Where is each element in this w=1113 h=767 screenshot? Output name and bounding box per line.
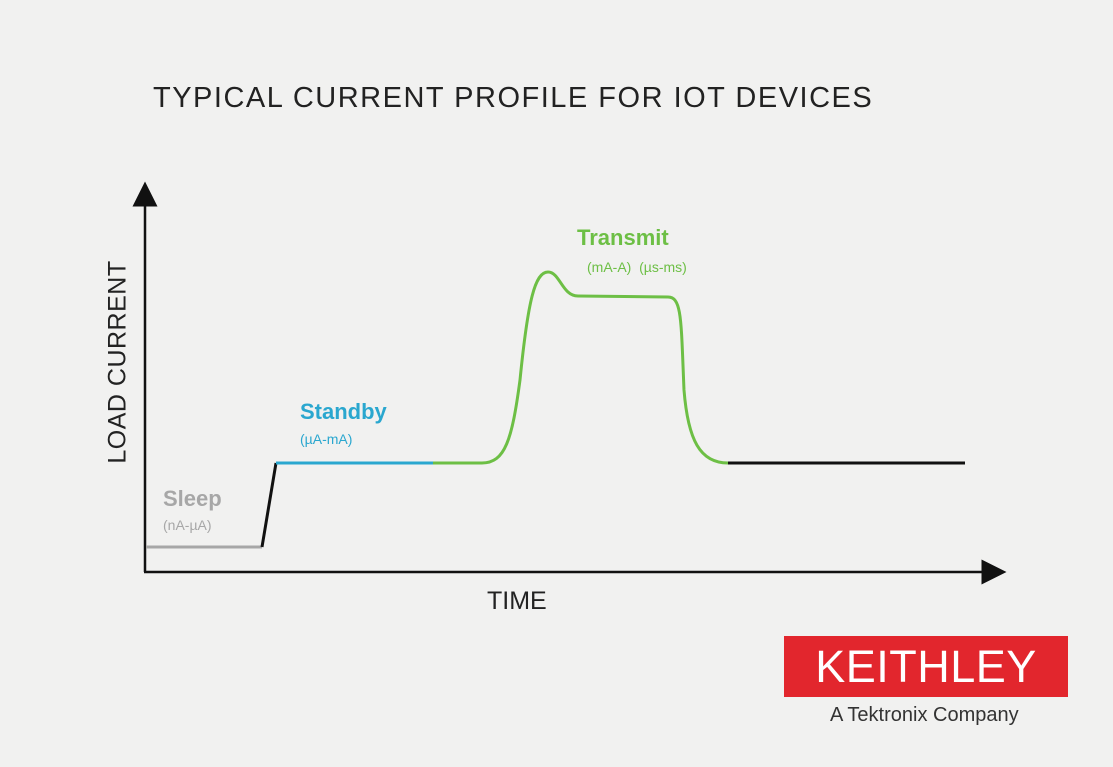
- logo-tagline: A Tektronix Company: [830, 704, 1019, 726]
- transmit-range: (mA-A) (µs-ms): [587, 259, 687, 275]
- transmit-label: Transmit: [577, 225, 669, 250]
- keithley-logo: KEITHLEY: [784, 636, 1068, 697]
- standby-range: (µA-mA): [300, 431, 353, 447]
- diagram-title: TYPICAL CURRENT PROFILE FOR IOT DEVICES: [153, 82, 874, 114]
- wake-ramp: [260, 462, 278, 548]
- sleep-range: (nA-µA): [163, 517, 212, 533]
- standby-label: Standby: [300, 399, 387, 424]
- sleep-label: Sleep: [163, 486, 222, 511]
- x-axis-label: TIME: [487, 587, 547, 615]
- transmit-segment: [433, 270, 729, 465]
- y-axis-label: LOAD CURRENT: [103, 260, 132, 464]
